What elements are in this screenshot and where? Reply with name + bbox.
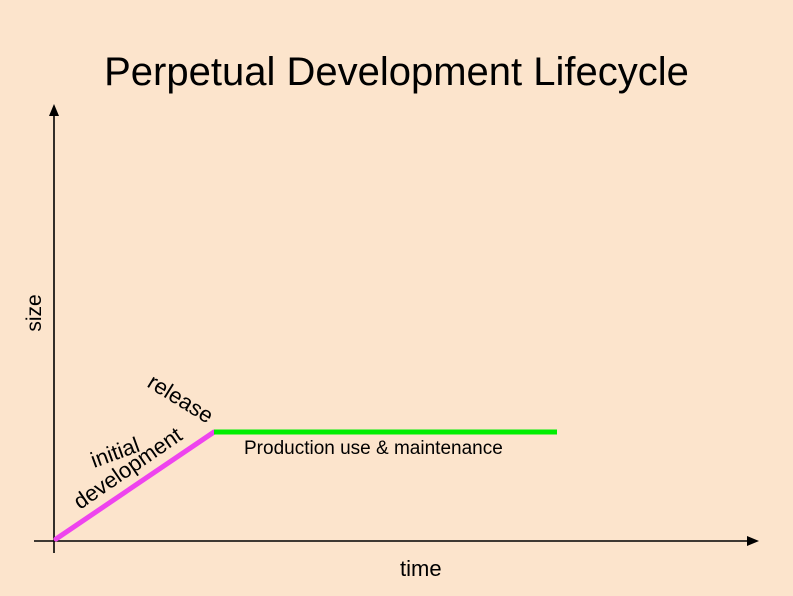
release-label: release xyxy=(143,369,218,428)
x-axis-label: time xyxy=(400,556,442,581)
y-axis-label: size xyxy=(23,294,46,332)
y-axis-arrowhead xyxy=(49,104,59,116)
slide-title: Perpetual Development Lifecycle xyxy=(104,50,689,94)
development-line xyxy=(53,429,217,542)
production-label: Production use & maintenance xyxy=(244,438,503,459)
x-axis-arrowhead xyxy=(747,536,759,546)
